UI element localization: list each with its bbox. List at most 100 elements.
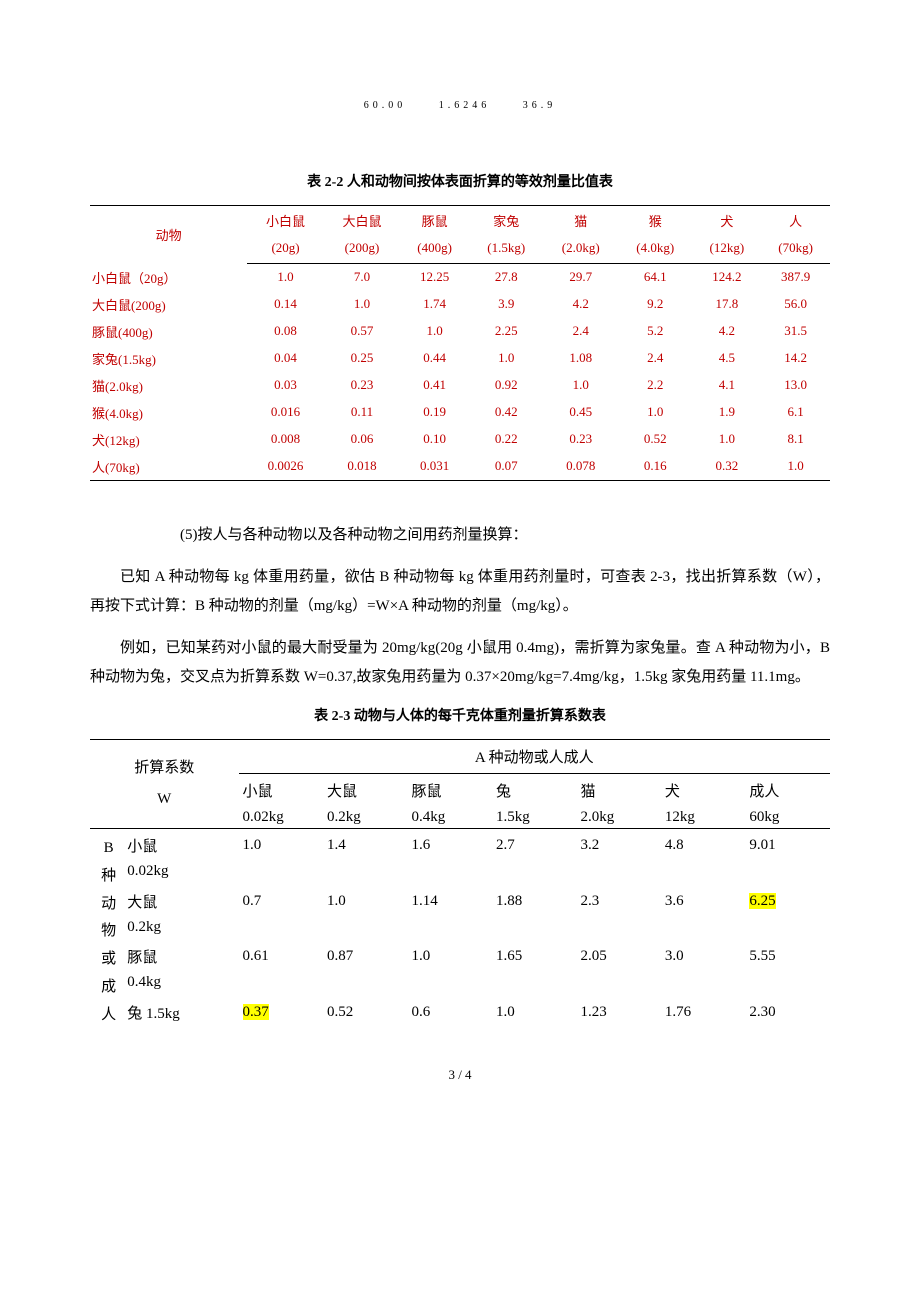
cell: 12.25 <box>400 264 469 291</box>
cell: 0.22 <box>469 426 544 453</box>
t23-wt-6: 60kg <box>745 807 830 829</box>
t23-col-3: 兔 <box>492 774 576 808</box>
cell: 4.2 <box>543 291 618 318</box>
table23-caption: 表 2-3 动物与人体的每千克体重剂量折算系数表 <box>90 705 830 725</box>
table-row: 家兔(1.5kg)0.040.250.441.01.082.44.514.2 <box>90 345 830 372</box>
cell: 31.5 <box>761 318 830 345</box>
cell: 9.01 <box>745 829 830 863</box>
cell: 0.42 <box>469 399 544 426</box>
cell-empty <box>492 863 576 885</box>
t23-col-5: 犬 <box>661 774 745 808</box>
vertical-char: 成 <box>96 974 121 1002</box>
cell: 0.61 <box>239 940 323 974</box>
cell: 3.0 <box>661 940 745 974</box>
t23-row-label: 兔 1.5kg <box>123 995 238 1029</box>
cell: 1.0 <box>323 884 407 918</box>
cell: 1.0 <box>692 426 761 453</box>
cell: 0.14 <box>247 291 323 318</box>
table-row: 豚鼠0.610.871.01.652.053.05.55 <box>90 940 830 974</box>
col-wt-1: (200g) <box>324 235 400 264</box>
t23-col-6: 成人 <box>745 774 830 808</box>
col-wt-4: (2.0kg) <box>543 235 618 264</box>
cell: 0.06 <box>324 426 400 453</box>
topline-a: 60.00 <box>364 100 407 111</box>
t23-col-1: 大鼠 <box>323 774 407 808</box>
cell: 0.25 <box>324 345 400 372</box>
t23-w-label1: 折算系数 <box>94 756 235 777</box>
t23-wt-4: 2.0kg <box>576 807 660 829</box>
vertical-char: 种 <box>96 863 121 891</box>
cell: 6.25 <box>745 884 830 918</box>
table-row: 0.02kg <box>90 863 830 885</box>
cell: 2.7 <box>492 829 576 863</box>
cell: 8.1 <box>761 426 830 453</box>
t23-row-sublabel: 0.02kg <box>123 863 238 885</box>
cell: 0.016 <box>247 399 323 426</box>
cell: 1.0 <box>247 264 323 291</box>
vertical-char: 或 <box>96 946 121 974</box>
cell: 0.23 <box>543 426 618 453</box>
t23-wt-1: 0.2kg <box>323 807 407 829</box>
cell: 1.0 <box>400 318 469 345</box>
table-row: 犬(12kg)0.0080.060.100.220.230.521.08.1 <box>90 426 830 453</box>
cell-empty <box>661 863 745 885</box>
vertical-char: 人 <box>96 1002 121 1030</box>
cell: 3.9 <box>469 291 544 318</box>
cell: 1.14 <box>407 884 491 918</box>
cell: 1.0 <box>324 291 400 318</box>
cell-empty <box>745 974 830 996</box>
table-row: 小白鼠（20g）1.07.012.2527.829.764.1124.2387.… <box>90 264 830 291</box>
cell: 27.8 <box>469 264 544 291</box>
cell: 2.2 <box>618 372 693 399</box>
cell-empty <box>323 918 407 940</box>
cell: 3.6 <box>661 884 745 918</box>
cell: 1.88 <box>492 884 576 918</box>
cell: 29.7 <box>543 264 618 291</box>
cell: 1.23 <box>576 995 660 1029</box>
row-label: 人(70kg) <box>90 453 247 481</box>
cell-empty <box>576 918 660 940</box>
vertical-char: B <box>96 835 121 863</box>
cell: 0.44 <box>400 345 469 372</box>
cell-empty <box>239 863 323 885</box>
cell: 1.6 <box>407 829 491 863</box>
cell-empty <box>239 918 323 940</box>
cell: 0.45 <box>543 399 618 426</box>
col-wt-6: (12kg) <box>692 235 761 264</box>
cell: 7.0 <box>324 264 400 291</box>
cell: 1.76 <box>661 995 745 1029</box>
table-row: 大鼠0.71.01.141.882.33.66.25 <box>90 884 830 918</box>
paragraph-2: 例如，已知某药对小鼠的最大耐受量为 20mg/kg(20g 小鼠用 0.4mg)… <box>90 634 830 691</box>
col-name-1: 大白鼠 <box>324 206 400 236</box>
t23-col-0: 小鼠 <box>239 774 323 808</box>
cell: 14.2 <box>761 345 830 372</box>
cell: 1.0 <box>239 829 323 863</box>
cell: 2.4 <box>618 345 693 372</box>
cell: 1.9 <box>692 399 761 426</box>
cell: 0.0026 <box>247 453 323 481</box>
cell: 1.0 <box>761 453 830 481</box>
table-22: 动物 小白鼠 大白鼠 豚鼠 家兔 猫 猴 犬 人 (20g) (200g) (4… <box>90 205 830 481</box>
cell: 0.031 <box>400 453 469 481</box>
cell: 1.4 <box>323 829 407 863</box>
cell: 0.10 <box>400 426 469 453</box>
cell: 6.1 <box>761 399 830 426</box>
paragraph-5-heading: (5)按人与各种动物以及各种动物之间用药剂量换算： <box>90 521 830 550</box>
t23-row-label: 大鼠 <box>123 884 238 918</box>
cell: 387.9 <box>761 264 830 291</box>
highlighted-value: 0.37 <box>243 1004 269 1020</box>
cell: 1.0 <box>543 372 618 399</box>
cell-empty <box>661 974 745 996</box>
cell: 0.32 <box>692 453 761 481</box>
cell: 9.2 <box>618 291 693 318</box>
table-row: 猴(4.0kg)0.0160.110.190.420.451.01.96.1 <box>90 399 830 426</box>
col-name-0: 小白鼠 <box>247 206 323 236</box>
cell: 0.37 <box>239 995 323 1029</box>
cell: 0.23 <box>324 372 400 399</box>
cell: 0.52 <box>323 995 407 1029</box>
col-wt-7: (70kg) <box>761 235 830 264</box>
cell: 1.0 <box>492 995 576 1029</box>
cell: 0.92 <box>469 372 544 399</box>
cell: 0.07 <box>469 453 544 481</box>
cell: 3.2 <box>576 829 660 863</box>
